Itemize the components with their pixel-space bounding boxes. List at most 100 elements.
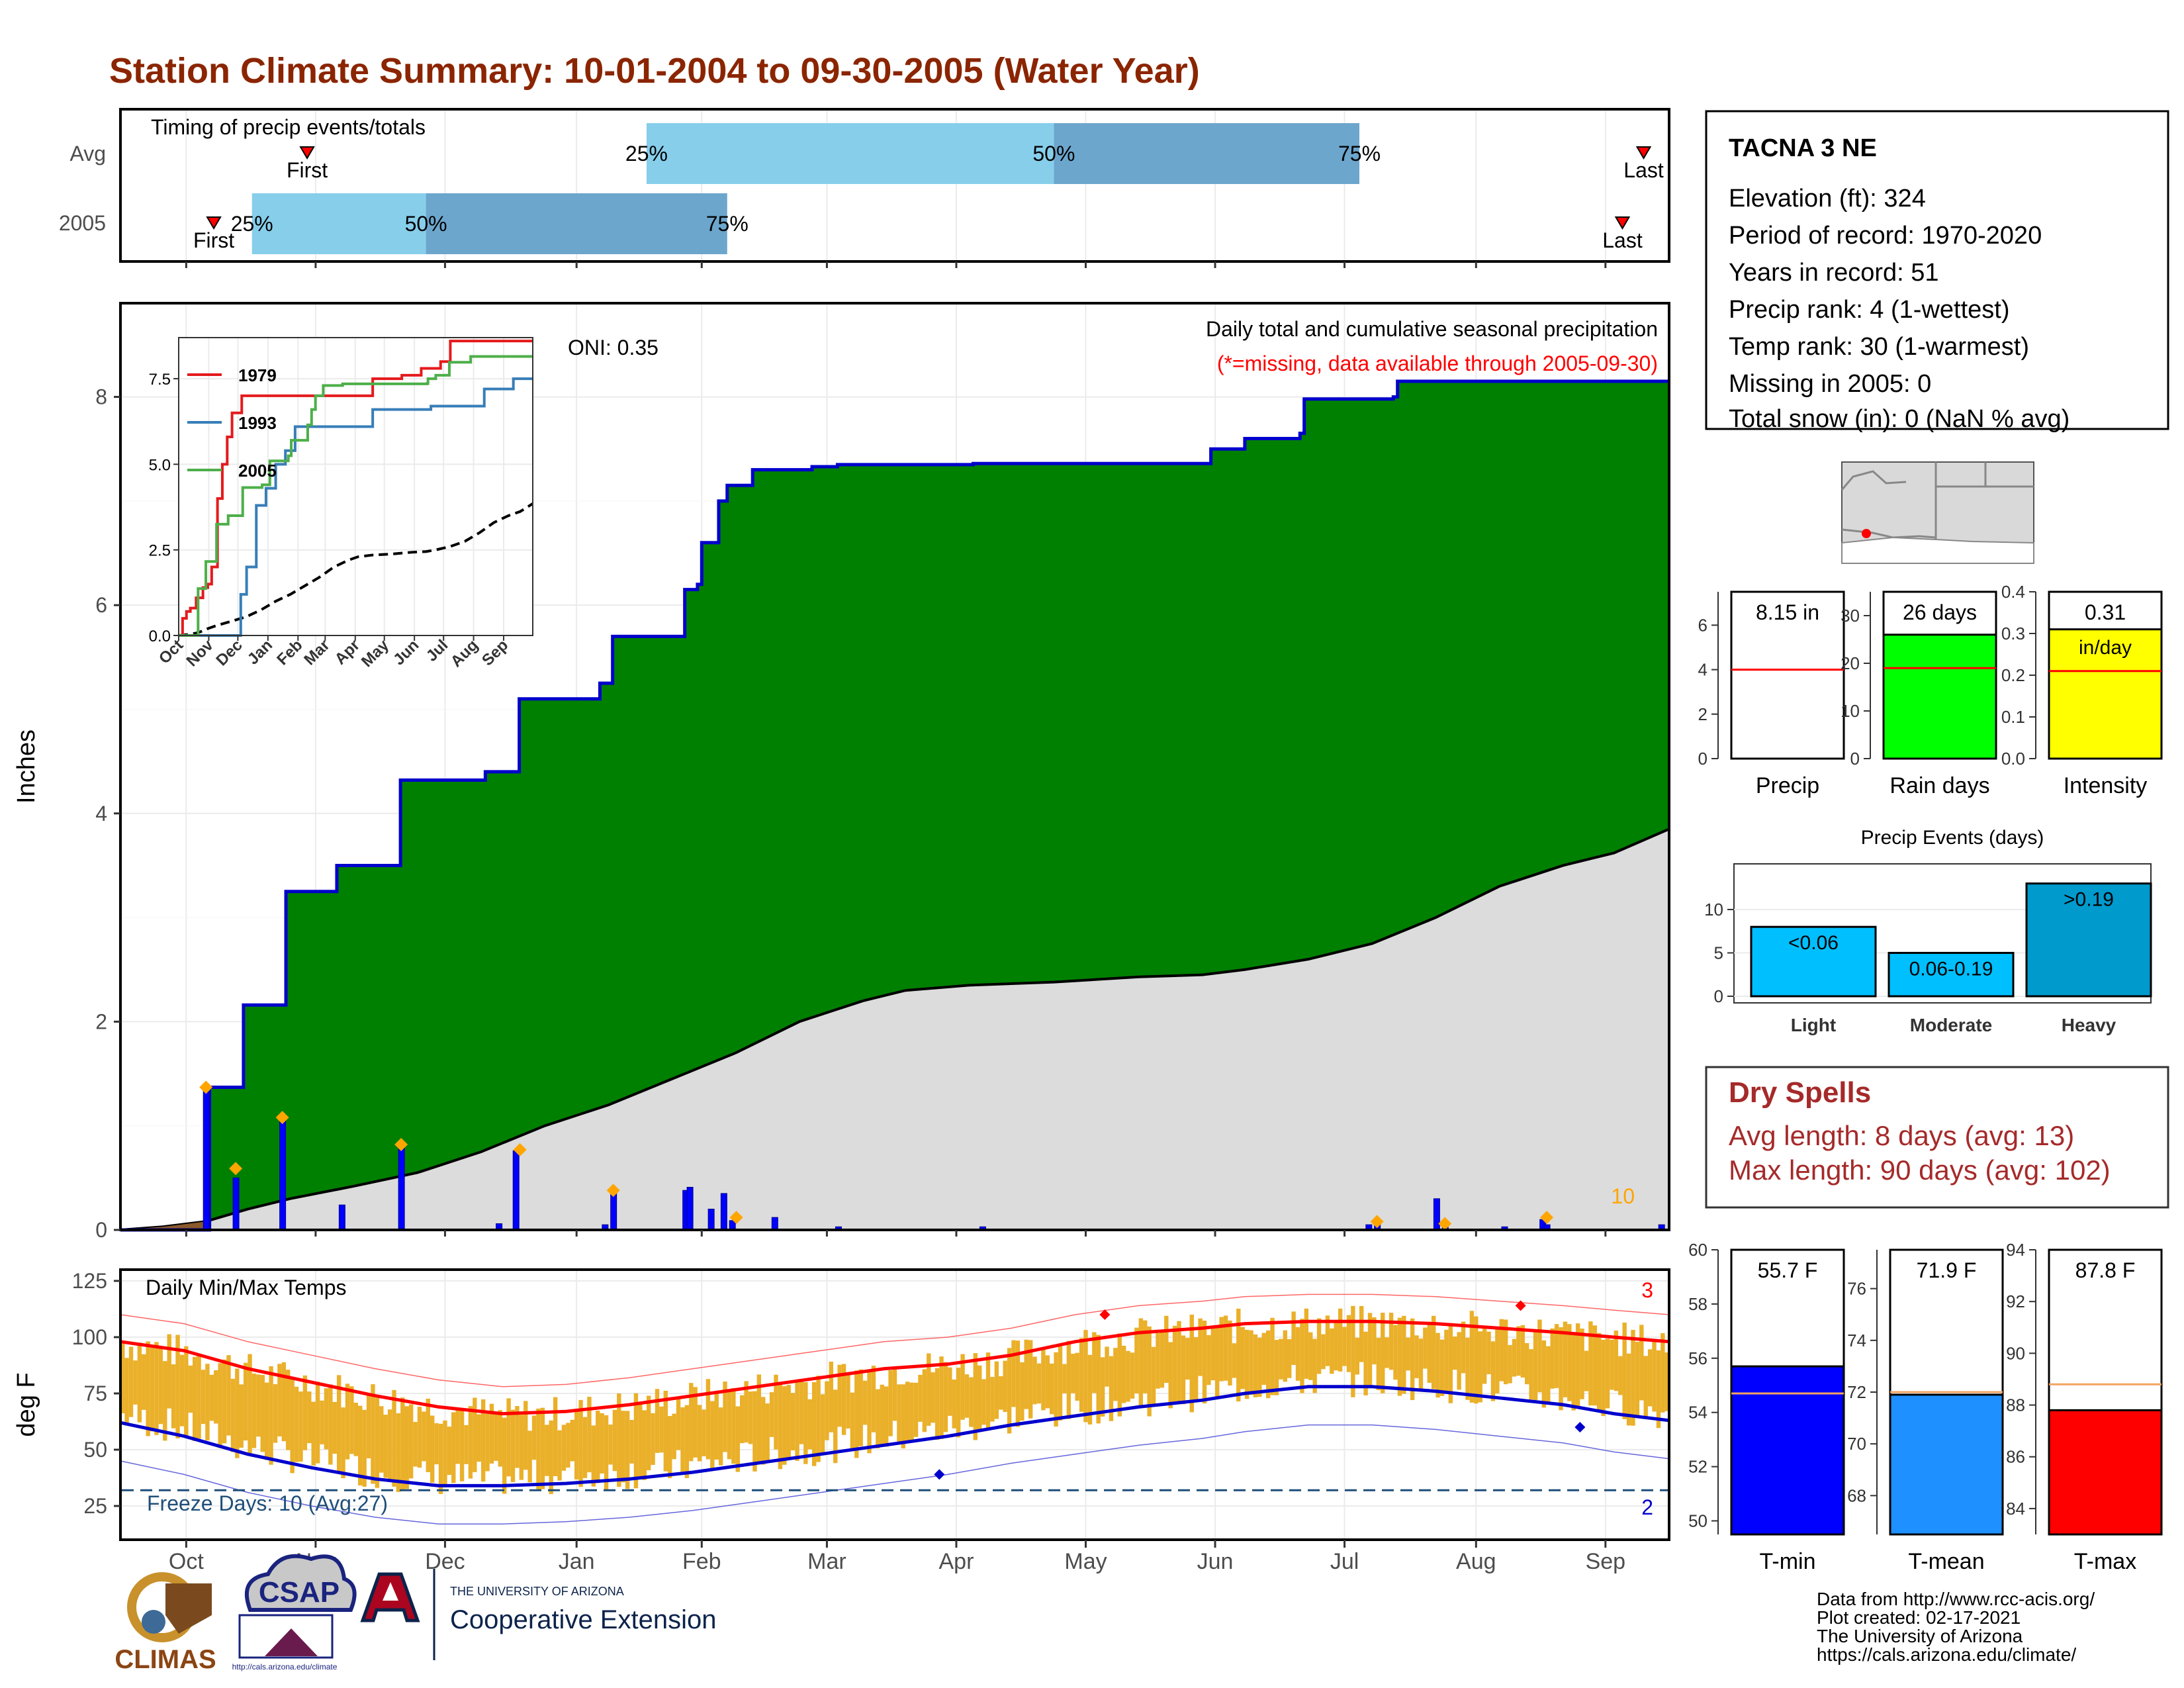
inset-normal-line [178,502,534,637]
daily-temp-bar [1300,1319,1304,1393]
intensity-summary-y-tick-label: 0.1 [2001,707,2025,727]
record-low-envelope [120,1424,1670,1524]
daily-temp-bar [1172,1325,1177,1404]
daily-temp-bar [1439,1339,1445,1396]
daily-temp-bar [714,1392,719,1460]
daily-temp-bar [846,1373,850,1429]
daily-temp-bar [1346,1315,1351,1372]
csap-logo-url: http://cals.arizona.edu/climate [232,1662,338,1671]
daily-precip-bar [707,1209,715,1231]
intensity-summary-value-label: 0.31 [2085,600,2126,624]
daily-temp-bar [1397,1317,1402,1396]
daily-temp-bar [519,1415,524,1480]
intensity-summary-x-label: Intensity [2064,773,2148,798]
daily-temp-bar [294,1386,299,1462]
daily-temp-bar [197,1354,201,1439]
daily-temp-bar [396,1413,401,1492]
precip-summary-value-label: 8.15 in [1756,600,1819,624]
daily-temp-bar [943,1362,948,1432]
y2005-pct-75-label: 75% [706,212,749,236]
daily-temp-bar [408,1404,414,1479]
daily-temp-bar [934,1368,940,1440]
daily-precip-bar [720,1193,727,1231]
daily-temp-bar [1215,1326,1220,1399]
daily-temp-bar [1185,1338,1190,1380]
daily-temp-bar [332,1401,337,1454]
daily-temp-bar [1418,1338,1424,1390]
daily-temp-bar [1193,1337,1199,1401]
daily-temp-bar [858,1369,863,1446]
precip-panel: 0 2 4 6 8 Inches Daily total and cumulative … [13,302,1670,1242]
daily-temp-bar [1168,1342,1173,1409]
daily-temp-bar [1626,1353,1631,1426]
daily-temp-bar [1210,1327,1216,1381]
daily-temp-bar [1367,1313,1373,1387]
station-temp-rank: Temp rank: 30 (1-warmest) [1729,333,2029,361]
daily-temp-bar [1520,1325,1525,1378]
temp-y-tick-label: 100 [72,1325,107,1349]
month-x-tick-label: Sep [1586,1549,1626,1574]
climas-logo-text: CLIMAS [114,1645,216,1674]
precip-events-title: Precip Events (days) [1861,827,2044,849]
ua-logo: THE UNIVERSITY OF ARIZONA Cooperative Ex… [360,1569,716,1660]
daily-precip-bar [771,1217,778,1231]
daily-temp-bar [591,1425,596,1487]
daily-temp-bar [281,1362,287,1442]
daily-precip-bar [1433,1198,1440,1231]
record-high-marker [1099,1309,1111,1320]
daily-temp-bar [1652,1340,1657,1412]
daily-temp-bar [523,1401,528,1470]
daily-temp-bar [723,1382,727,1452]
daily-temp-bar [1291,1311,1296,1365]
daily-temp-bar [744,1381,749,1443]
timing-row-2005-label: 2005 [59,211,106,235]
daily-temp-bar [477,1414,481,1462]
daily-temp-bar [786,1385,791,1459]
daily-temp-bar [1295,1327,1300,1381]
daily-temp-bar [248,1354,252,1454]
daily-temp-bar [1228,1320,1232,1386]
daily-temp-bar [422,1411,426,1462]
daily-temp-bar [702,1409,706,1456]
daily-temp-bar [150,1347,155,1432]
daily-temp-bar [230,1378,236,1452]
daily-temp-bar [833,1389,838,1464]
daily-temp-bar [515,1406,520,1468]
dry-spells-max: Max length: 90 days (avg: 102) [1729,1154,2111,1186]
daily-temp-bar [1079,1338,1084,1412]
heavy-event-marker [729,1211,743,1225]
daily-temp-bar [400,1397,405,1489]
daily-temp-bar [927,1353,931,1426]
daily-temp-bar [1083,1330,1088,1423]
daily-temp-bar [1249,1330,1253,1395]
daily-temp-bar [570,1419,574,1462]
daily-temp-bar [480,1399,486,1482]
tmin-summary-x-label: T-min [1760,1549,1816,1574]
daily-temp-bar [1015,1340,1021,1427]
daily-temp-bar [1499,1319,1504,1382]
daily-temp-bar [1223,1315,1228,1381]
precip-plot [120,379,1670,1232]
timing-title: Timing of precip events/totals [151,115,426,139]
precip-summary-y-tick-label: 6 [1698,615,1707,635]
tmin-summary-y-tick-label: 56 [1688,1348,1707,1368]
daily-temp-bar [502,1417,507,1494]
daily-temp-bar [256,1374,261,1437]
daily-temp-bar [617,1393,621,1487]
daily-temp-bar [1321,1334,1326,1370]
daily-temp-bar [510,1409,516,1482]
daily-temp-bar [531,1415,537,1460]
daily-temp-bar [799,1379,804,1444]
daily-temp-bar [752,1391,757,1472]
tmax-summary-value-label: 87.8 F [2075,1258,2136,1282]
daily-temp-bar [841,1364,846,1435]
daily-temp-bar [1236,1308,1241,1402]
month-x-tick-label: Oct [169,1549,204,1574]
daily-temp-bar [320,1400,324,1444]
daily-temp-bar [582,1417,588,1478]
daily-temp-bar [803,1382,808,1464]
locator-map [1841,461,2034,564]
daily-temp-bar [1541,1340,1547,1408]
